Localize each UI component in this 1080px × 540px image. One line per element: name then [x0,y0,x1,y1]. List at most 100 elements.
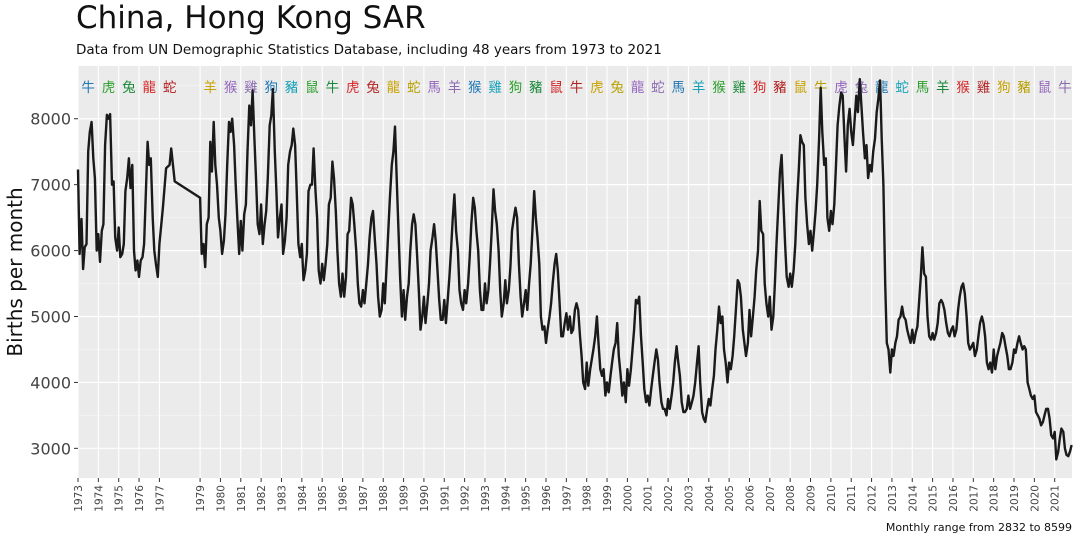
x-tick-label: 1994 [500,485,512,512]
zodiac-label: 蛇 [407,80,421,96]
x-tick-label: 2018 [989,485,1001,512]
x-tick-label: 1990 [419,485,431,512]
x-tick-label: 2002 [663,485,675,512]
zodiac-label: 羊 [692,80,706,96]
y-tick-label: 3000 [30,439,71,458]
zodiac-label: 鼠 [794,80,808,96]
x-tick-label: 2001 [643,485,655,512]
zodiac-labels: 牛虎兔龍蛇羊猴雞狗豬鼠牛虎兔龍蛇馬羊猴雞狗豬鼠牛虎兔龍蛇馬羊猴雞狗豬鼠牛虎兔龍蛇… [81,79,1071,96]
x-tick-label: 1989 [399,485,411,512]
zodiac-label: 狗 [997,80,1011,96]
x-tick-label: 1996 [541,485,553,512]
zodiac-label: 雞 [488,80,502,96]
zodiac-label: 牛 [570,80,584,96]
y-axis-label: Births per month [3,187,27,356]
zodiac-label: 虎 [102,80,116,96]
zodiac-label: 狗 [509,80,523,96]
x-tick-label: 1984 [297,485,309,512]
zodiac-label: 鼠 [305,80,319,96]
zodiac-label: 兔 [366,80,380,96]
zodiac-label: 豬 [285,80,299,96]
x-tick-label: 2011 [846,485,858,512]
x-tick-label: 1977 [154,485,166,512]
x-tick-label: 1998 [582,485,594,512]
x-tick-label: 1979 [195,485,207,512]
x-tick-label: 2021 [1050,485,1062,512]
x-tick-label: 2007 [765,485,777,512]
x-tick-label: 1982 [256,485,268,512]
x-tick-label: 2019 [1009,485,1021,512]
x-tick-label: 2000 [622,485,634,512]
zodiac-label: 雞 [244,80,258,96]
zodiac-label: 牛 [81,80,95,96]
chart-title: China, Hong Kong SAR [76,0,426,36]
y-tick-label: 4000 [30,373,71,392]
zodiac-label: 鼠 [549,80,563,96]
y-tick-label: 6000 [30,242,71,261]
x-tick-label: 1975 [114,485,126,512]
zodiac-label: 狗 [265,80,279,96]
x-tick-label: 2015 [928,485,940,512]
major-gridlines [77,66,1072,478]
y-tick-label: 7000 [30,176,71,195]
zodiac-label: 虎 [590,80,604,96]
zodiac-label: 猴 [468,80,482,96]
zodiac-label: 鼠 [1038,80,1052,96]
zodiac-label: 龍 [631,79,645,96]
chart-subtitle: Data from UN Demographic Statistics Data… [76,42,662,58]
x-tick-label: 2020 [1029,485,1041,512]
x-tick-label: 1997 [561,485,573,512]
x-tick-label: 1993 [480,485,492,512]
y-tick-label: 5000 [30,307,71,326]
x-tick-label: 1976 [134,485,146,512]
x-tick-label: 2008 [785,485,797,512]
zodiac-label: 猴 [224,80,238,96]
zodiac-label: 豬 [773,80,787,96]
y-axis: 3000 4000 5000 6000 7000 8000 [30,110,78,458]
x-tick-label: 2010 [826,485,838,512]
births-series-line [76,78,1073,461]
zodiac-label: 雞 [733,80,747,96]
x-tick-label: 1988 [378,485,390,512]
zodiac-label: 蛇 [651,80,665,96]
x-tick-label: 1987 [358,485,370,512]
x-tick-label: 1995 [521,485,533,512]
x-tick-label: 2017 [968,485,980,512]
x-tick-label: 1986 [338,485,350,512]
x-tick-label: 2009 [806,485,818,512]
zodiac-label: 馬 [916,80,930,96]
zodiac-label: 龍 [387,79,401,96]
zodiac-label: 羊 [936,80,950,96]
plot-panel [78,66,1072,478]
zodiac-label: 羊 [204,80,218,96]
x-tick-label: 2014 [907,485,919,512]
zodiac-label: 猴 [712,80,726,96]
zodiac-label: 蛇 [163,80,177,96]
x-tick-label: 1992 [460,485,472,512]
x-tick-label: 1974 [93,485,105,512]
x-axis: 1973 1974 1975 1976 1977 1979 1980 1981 1982 1983… [73,478,1062,512]
zodiac-label: 兔 [122,80,136,96]
x-tick-label: 2005 [724,485,736,512]
x-tick-label: 1985 [317,485,329,512]
zodiac-label: 猴 [956,80,970,96]
x-tick-label: 1999 [602,485,614,512]
zodiac-label: 虎 [346,80,360,96]
zodiac-label: 龍 [142,79,156,96]
zodiac-label: 兔 [610,80,624,96]
zodiac-label: 狗 [753,80,767,96]
x-tick-label: 1991 [439,485,451,512]
x-tick-label: 1983 [276,485,288,512]
zodiac-label: 牛 [326,80,340,96]
x-tick-label: 1973 [73,485,85,512]
y-tick-label: 8000 [30,110,71,129]
zodiac-label: 牛 [1058,80,1072,96]
x-tick-label: 1980 [215,485,227,512]
zodiac-label: 豬 [1017,80,1031,96]
x-tick-label: 2016 [948,485,960,512]
zodiac-label: 羊 [448,80,462,96]
x-tick-label: 1981 [236,485,248,512]
x-tick-label: 2006 [744,485,756,512]
zodiac-label: 蛇 [895,80,909,96]
